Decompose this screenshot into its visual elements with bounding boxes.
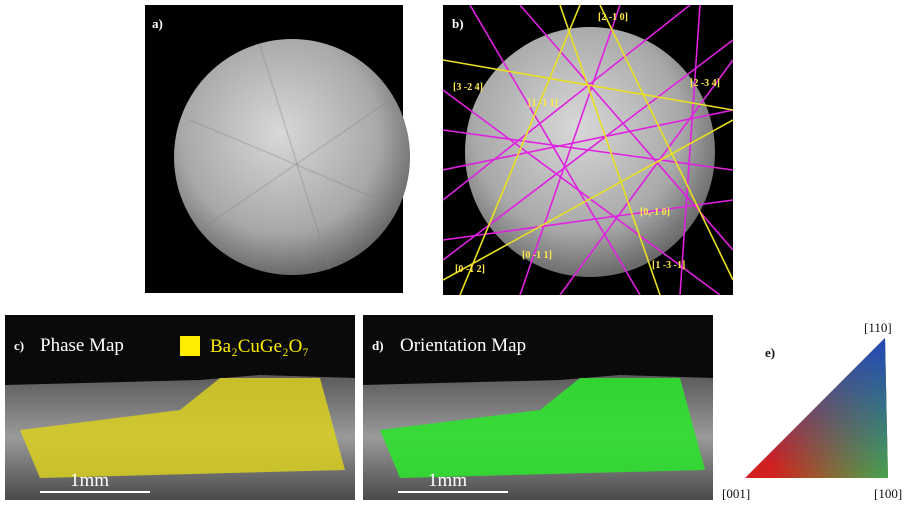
panel-label: b) bbox=[452, 16, 464, 31]
scale-label: 1mm bbox=[70, 470, 109, 491]
legend-label: Ba₂CuGe₂O₇ bbox=[210, 336, 309, 357]
annotation: [3 -2 4] bbox=[453, 82, 483, 93]
annotation: [2 -3 4] bbox=[690, 78, 720, 89]
panel-title: Phase Map bbox=[40, 335, 124, 356]
indexed-bands bbox=[443, 5, 733, 295]
panel-label: c) bbox=[14, 338, 24, 353]
pattern-disk bbox=[465, 27, 715, 277]
orientation-region bbox=[380, 378, 705, 478]
panel-label: d) bbox=[372, 338, 384, 353]
corner-label: [100] bbox=[874, 486, 902, 501]
panel-d: d) Orientation Map 1mm bbox=[363, 315, 713, 500]
corner-label: [001] bbox=[722, 486, 750, 501]
panel-label: a) bbox=[152, 16, 163, 31]
annotation: [0 -1 1] bbox=[522, 250, 552, 261]
panel-e: e) [110] [001] [100] bbox=[722, 320, 902, 501]
annotation: [1 -3 -1] bbox=[652, 260, 685, 271]
panel-label: c) bbox=[14, 338, 24, 353]
annotation: [2 -1 0] bbox=[598, 12, 628, 23]
annotation: [0 -1 2] bbox=[455, 264, 485, 275]
panel-c: c) Phase Map Ba₂CuGe₂O₇ 1mm bbox=[5, 315, 355, 500]
panel-label: e) bbox=[765, 345, 775, 360]
scale-label: 1mm bbox=[428, 470, 467, 491]
ipf-triangle bbox=[745, 338, 888, 478]
annotation: [0,-1 0] bbox=[640, 207, 670, 218]
panel-a: a) bbox=[145, 5, 410, 293]
legend-swatch bbox=[180, 336, 200, 356]
kikuchi-bands bbox=[189, 44, 391, 271]
corner-label: [110] bbox=[864, 320, 892, 335]
pattern-disk bbox=[174, 39, 410, 275]
panel-title: Orientation Map bbox=[400, 335, 526, 356]
annotation: [1 -1 1] bbox=[528, 98, 558, 109]
panel-b: b) [2 -1 0] [3 -2 4] [1 -1 1] [2 -3 4] [… bbox=[443, 5, 733, 295]
phase-region bbox=[20, 378, 345, 478]
